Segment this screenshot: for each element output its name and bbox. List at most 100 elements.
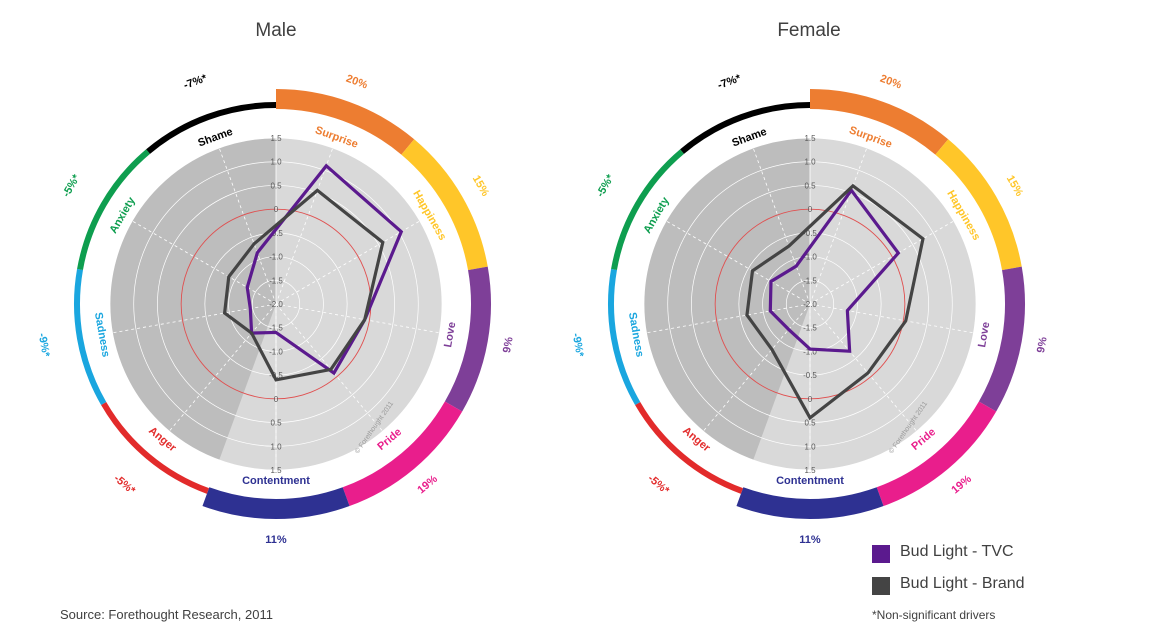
category-label: Contentment — [242, 475, 310, 487]
series-brand — [745, 183, 925, 421]
category-arc — [608, 268, 641, 405]
category-pct: 20% — [878, 73, 903, 92]
tick-label-top: -0.5 — [803, 229, 817, 238]
category-label: Love — [442, 321, 458, 348]
category-arc — [74, 268, 107, 405]
tick-label-bottom: 1.0 — [270, 442, 282, 451]
grid-spoke — [168, 303, 277, 432]
category-label: Contentment — [776, 475, 844, 487]
category-label: Love — [976, 321, 992, 348]
category-arc — [146, 102, 277, 154]
grid-spoke — [646, 303, 811, 334]
grid-spoke — [132, 220, 277, 305]
grid-spoke — [275, 303, 440, 334]
tick-label-top: -1.0 — [803, 253, 817, 262]
radar-male: 1.5 1.5 1.0 1.0 0.5 0.5 0 0 -0.5 -0.5 -1.0 -1.0 -1.5… — [36, 72, 516, 546]
grid-spoke — [666, 220, 811, 305]
category-pct: 11% — [799, 534, 821, 546]
category-arc — [611, 149, 685, 270]
tick-label-bottom: 0.5 — [804, 419, 816, 428]
category-arc — [736, 487, 884, 519]
tick-label-top: 0.5 — [804, 181, 816, 190]
tick-label-top: -1.5 — [269, 276, 283, 285]
grid-spoke — [752, 147, 811, 305]
category-pct: -7%* — [716, 72, 743, 92]
category-pct: 15% — [1004, 173, 1026, 198]
tick-label-top: -0.5 — [269, 229, 283, 238]
category-pct: 19% — [949, 473, 974, 496]
tick-label-top: -2.0 — [269, 300, 283, 309]
legend-label-brand: Bud Light - Brand — [900, 575, 1025, 592]
radar-female: 1.5 1.5 1.0 1.0 0.5 0.5 0 0 -0.5 -0.5 -1.0 -1.0 -1.5… — [570, 72, 1050, 546]
source-note: Source: Forethought Research, 2011 — [60, 607, 273, 622]
category-arc — [680, 102, 811, 154]
category-arc — [101, 401, 209, 494]
tick-label-bottom: -0.5 — [803, 371, 817, 380]
category-pct: -9%* — [570, 332, 586, 358]
legend-item-tvc: Bud Light - TVC — [872, 543, 1142, 565]
series-tvc — [768, 187, 901, 353]
category-label: Sadness — [626, 311, 646, 358]
tick-label-bottom: -1.0 — [269, 347, 283, 356]
tick-label-top: -1.5 — [803, 276, 817, 285]
tick-label-bottom: 0 — [274, 395, 279, 404]
category-pct: -9%* — [36, 332, 52, 358]
tick-label-bottom: 1.5 — [270, 466, 282, 475]
legend-label-tvc: Bud Light - TVC — [900, 543, 1014, 560]
grid-spoke — [275, 147, 334, 305]
category-arc — [342, 401, 463, 507]
category-arc — [401, 139, 488, 271]
category-pct: 9% — [501, 336, 516, 354]
category-pct: 9% — [1035, 336, 1050, 354]
tick-label-bottom: -1.0 — [803, 347, 817, 356]
tick-label-top: -1.0 — [269, 253, 283, 262]
category-pct: -5%* — [645, 472, 672, 497]
tick-label-top: -2.0 — [803, 300, 817, 309]
tick-label-top: 1.0 — [804, 158, 816, 167]
grid-spoke — [275, 303, 384, 432]
grid-spoke — [275, 220, 420, 305]
grid-spoke — [809, 303, 918, 432]
grid-spoke — [809, 147, 868, 305]
tick-label-bottom: 0 — [808, 395, 813, 404]
category-arc — [809, 89, 949, 155]
footnote: *Non-significant drivers — [872, 608, 996, 622]
category-pct: -5%* — [594, 172, 617, 199]
category-arc — [635, 401, 743, 494]
category-arc — [978, 266, 1025, 412]
tick-label-top: 1.5 — [804, 134, 816, 143]
tick-label-top: 0 — [808, 205, 813, 214]
grid-spoke — [702, 303, 811, 432]
tick-label-bottom: 0.5 — [270, 419, 282, 428]
tick-label-top: 1.0 — [270, 158, 282, 167]
tick-label-bottom: -1.5 — [269, 324, 283, 333]
category-arc — [275, 89, 415, 155]
tick-label-bottom: -0.5 — [269, 371, 283, 380]
category-arc — [444, 266, 491, 412]
category-arc — [77, 149, 151, 270]
tick-label-top: 1.5 — [270, 134, 282, 143]
series-tvc — [245, 163, 404, 376]
category-pct: 11% — [265, 534, 287, 546]
tick-label-bottom: 1.5 — [804, 466, 816, 475]
grid-spoke — [809, 303, 974, 334]
legend-item-brand: Bud Light - Brand — [872, 575, 1142, 597]
series-brand — [222, 188, 385, 382]
tick-label-bottom: 1.0 — [804, 442, 816, 451]
category-arc — [876, 401, 997, 507]
chart-title-male: Male — [255, 20, 297, 41]
chart-title-female: Female — [777, 20, 841, 41]
grid-spoke — [218, 147, 277, 305]
category-arc — [202, 487, 350, 519]
legend-swatch-brand — [872, 577, 890, 595]
category-arc — [935, 139, 1022, 271]
tick-label-top: 0 — [274, 205, 279, 214]
grid-spoke — [809, 220, 954, 305]
tick-label-top: 0.5 — [270, 181, 282, 190]
legend-swatch-tvc — [872, 545, 890, 563]
tick-label-bottom: -1.5 — [803, 324, 817, 333]
grid-spoke — [112, 303, 277, 334]
